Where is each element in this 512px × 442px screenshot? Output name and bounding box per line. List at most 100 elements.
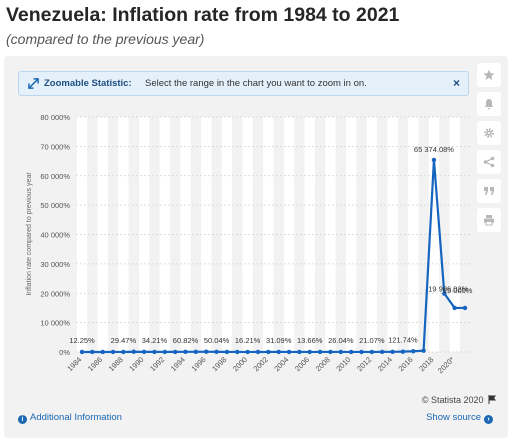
share-button[interactable] <box>477 150 501 174</box>
data-point[interactable] <box>162 349 168 355</box>
cite-button[interactable] <box>477 179 501 203</box>
data-point[interactable] <box>214 349 219 355</box>
data-point[interactable] <box>442 291 447 296</box>
data-label: 26.04% <box>328 336 354 345</box>
y-tick-label: 10 000% <box>40 319 70 328</box>
x-tick-label: 2010 <box>334 355 352 373</box>
zoom-label: Zoomable Statistic: <box>44 78 132 89</box>
x-tick-label: 2014 <box>376 355 394 373</box>
data-point[interactable] <box>152 349 157 355</box>
y-tick-label: 0% <box>59 348 70 357</box>
data-point[interactable] <box>204 349 209 354</box>
data-label: 34.21% <box>142 336 168 345</box>
data-point[interactable] <box>235 349 240 355</box>
data-point[interactable] <box>121 349 126 355</box>
data-point[interactable] <box>390 349 395 355</box>
data-point[interactable] <box>286 349 292 355</box>
data-point[interactable] <box>79 349 85 355</box>
data-point[interactable] <box>379 349 385 355</box>
notification-button[interactable] <box>477 92 501 116</box>
chart-stripe <box>345 117 357 352</box>
data-point[interactable] <box>172 349 178 355</box>
data-labels: 12.25% 29.47% 34.21% 60.82% 50.04% 16.21% 31.0… <box>69 145 473 345</box>
x-tick-label: 1986 <box>86 355 104 373</box>
data-label: 13.66% <box>297 336 323 345</box>
data-point[interactable] <box>141 349 147 355</box>
chart-stripe <box>325 117 336 352</box>
data-point[interactable] <box>100 349 105 355</box>
x-tick-label: 2018 <box>417 355 435 373</box>
data-point[interactable] <box>245 349 250 355</box>
x-tick-label: 2002 <box>252 355 270 373</box>
data-point[interactable] <box>266 349 271 355</box>
favorite-button[interactable] <box>477 63 501 87</box>
print-button[interactable] <box>477 208 501 232</box>
settings-button[interactable] <box>477 121 501 145</box>
x-tick-label: 1990 <box>127 355 145 373</box>
data-point[interactable] <box>421 348 426 353</box>
data-label: 12.25% <box>69 336 95 345</box>
star-icon <box>483 69 495 80</box>
data-label: 15 000% <box>443 286 473 295</box>
chart-stripe <box>221 117 233 352</box>
quote-icon <box>484 187 494 195</box>
data-label: 50.04% <box>204 336 230 345</box>
data-point[interactable] <box>317 349 323 355</box>
y-tick-label: 50 000% <box>40 201 70 210</box>
y-tick-label: 60 000% <box>40 172 70 181</box>
bell-icon <box>484 99 494 110</box>
data-point[interactable] <box>183 349 188 355</box>
x-tick-label: 1992 <box>148 355 166 373</box>
data-point[interactable] <box>369 349 375 355</box>
info-icon: i <box>18 415 27 424</box>
chart-stripe <box>201 117 212 352</box>
gear-icon <box>484 128 494 138</box>
data-points[interactable] <box>79 157 468 355</box>
x-tick-label: 1984 <box>65 355 83 373</box>
data-point[interactable] <box>452 305 457 311</box>
data-point[interactable] <box>400 349 406 354</box>
data-label: 121.74% <box>388 336 418 345</box>
chart-stripe <box>242 117 253 352</box>
y-tick-label: 40 000% <box>40 231 70 240</box>
data-point[interactable] <box>359 349 364 355</box>
x-tick-label: 2000 <box>231 355 249 373</box>
additional-info-link[interactable]: i Additional Information <box>18 412 122 424</box>
page-title: Venezuela: Inflation rate from 1984 to 2… <box>6 4 400 26</box>
data-point[interactable] <box>224 349 230 355</box>
chart-card <box>4 56 508 438</box>
data-label: 16.21% <box>235 336 261 345</box>
data-point[interactable] <box>328 349 333 355</box>
data-point[interactable] <box>276 349 281 355</box>
arrow-right-icon: › <box>484 415 493 424</box>
data-point[interactable] <box>90 349 95 355</box>
data-point[interactable] <box>431 157 437 163</box>
close-icon[interactable]: × <box>452 76 460 90</box>
data-point[interactable] <box>462 305 468 311</box>
chart-stripe <box>366 117 378 352</box>
data-point[interactable] <box>110 349 116 355</box>
data-label: 19 906.02% <box>428 285 468 294</box>
data-point[interactable] <box>338 349 343 355</box>
data-point[interactable] <box>411 349 416 354</box>
zoom-info-bar: Zoomable Statistic: Select the range in … <box>18 71 469 96</box>
x-tick-label: 1994 <box>169 355 187 373</box>
y-tick-label: 80 000% <box>40 113 70 122</box>
x-tick-label: 2020* <box>436 355 456 375</box>
data-point[interactable] <box>131 349 136 354</box>
chart-stripe <box>449 117 460 352</box>
data-point[interactable] <box>348 349 354 355</box>
zoom-instruction: Select the range in the chart you want t… <box>145 78 367 89</box>
x-tick-label: 2006 <box>293 355 311 373</box>
zoom-expand-icon <box>28 78 39 89</box>
show-source-link[interactable]: Show source › <box>426 412 496 424</box>
data-point[interactable] <box>193 349 199 355</box>
x-tick-label: 2004 <box>272 355 290 373</box>
data-point[interactable] <box>297 349 302 355</box>
data-point[interactable] <box>307 349 312 355</box>
flag-icon <box>488 395 496 404</box>
y-tick-label: 70 000% <box>40 142 70 151</box>
data-point[interactable] <box>255 349 261 355</box>
chart-gridlines <box>76 116 471 353</box>
